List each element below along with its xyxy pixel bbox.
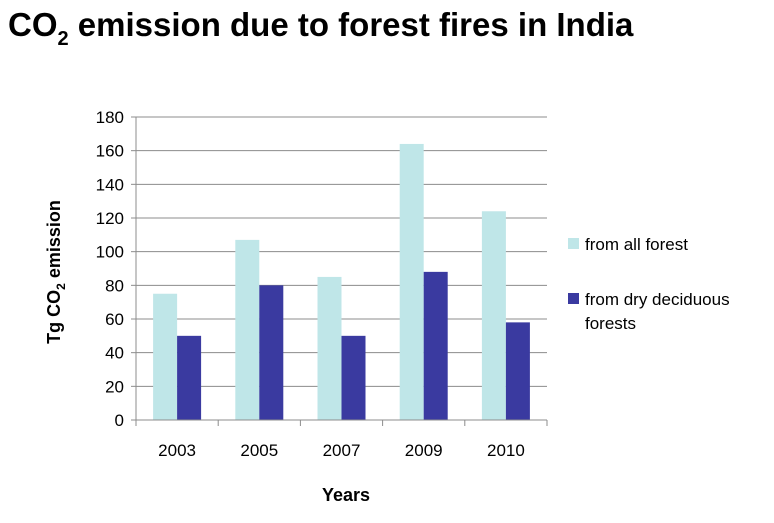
legend-swatch bbox=[568, 293, 579, 304]
title-prefix: CO bbox=[8, 6, 58, 43]
title-subscript: 2 bbox=[57, 28, 69, 50]
legend-label: from dry deciduous bbox=[585, 290, 730, 309]
y-tick-label: 160 bbox=[96, 142, 124, 161]
x-tick-label: 2005 bbox=[240, 441, 278, 460]
x-tick-label: 2009 bbox=[405, 441, 443, 460]
bar-all-forest-2010 bbox=[481, 211, 506, 420]
x-axis-ticks: 2003 2005 2007 2009 2010 bbox=[135, 420, 548, 460]
bar-all-forest-2003 bbox=[153, 293, 178, 420]
y-tick-label: 140 bbox=[96, 175, 124, 194]
y-axis-ticks: 0 20 40 60 80 100 120 140 160 180 bbox=[96, 108, 136, 430]
x-tick-label: 2003 bbox=[158, 441, 196, 460]
y-tick-label: 120 bbox=[96, 209, 124, 228]
bar-dry-deciduous-2010 bbox=[505, 322, 530, 420]
legend: from all forest from dry deciduous forests bbox=[568, 235, 730, 333]
legend-label: from all forest bbox=[585, 235, 688, 254]
bar-dry-deciduous-2009 bbox=[423, 271, 448, 420]
y-tick-label: 20 bbox=[105, 377, 124, 396]
bars bbox=[153, 143, 530, 420]
y-tick-label: 180 bbox=[96, 108, 124, 127]
bar-all-forest-2005 bbox=[235, 239, 260, 420]
axes bbox=[135, 117, 547, 421]
x-axis-label: Years bbox=[322, 485, 370, 505]
x-tick-label: 2007 bbox=[323, 441, 361, 460]
bar-all-forest-2007 bbox=[317, 276, 342, 420]
y-tick-label: 80 bbox=[105, 276, 124, 295]
y-axis-label-prefix: Tg CO bbox=[44, 290, 64, 344]
x-tick-label: 2010 bbox=[487, 441, 525, 460]
title-suffix: emission due to forest fires in India bbox=[68, 6, 634, 43]
legend-swatch bbox=[568, 238, 579, 249]
y-tick-label: 0 bbox=[115, 411, 124, 430]
y-axis-label-suffix: emission bbox=[44, 200, 64, 283]
y-tick-label: 100 bbox=[96, 243, 124, 262]
bar-dry-deciduous-2003 bbox=[177, 335, 202, 420]
bar-dry-deciduous-2007 bbox=[341, 335, 366, 420]
y-tick-label: 60 bbox=[105, 310, 124, 329]
legend-label: forests bbox=[585, 314, 636, 333]
bar-dry-deciduous-2005 bbox=[259, 285, 284, 420]
chart-title: CO2 emission due to forest fires in Indi… bbox=[8, 6, 634, 50]
y-axis-label: Tg CO2 emission bbox=[44, 200, 68, 344]
bar-all-forest-2009 bbox=[399, 143, 424, 420]
y-tick-label: 40 bbox=[105, 344, 124, 363]
y-axis-label-subscript: 2 bbox=[54, 283, 68, 290]
